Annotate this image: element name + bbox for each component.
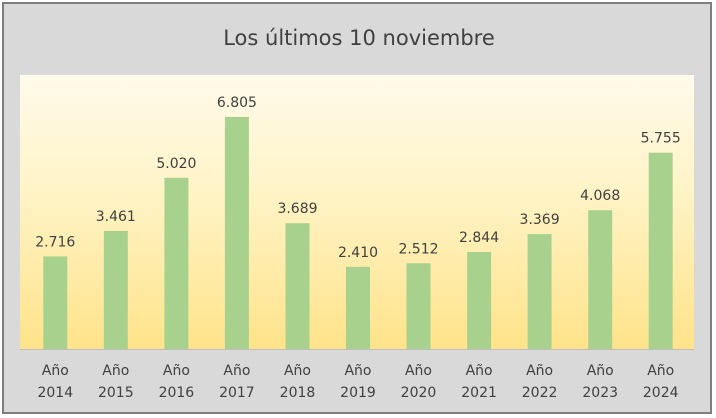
bar-2018 bbox=[285, 223, 310, 349]
value-label-2014: 2.716 bbox=[35, 234, 75, 250]
category-label-2023: Año 2023 bbox=[582, 363, 618, 401]
chart-frame: Los últimos 10 noviembre 2.716 3.461 5.020… bbox=[2, 2, 712, 414]
value-label-2022: 3.369 bbox=[520, 212, 560, 228]
category-label-2014: Año 2014 bbox=[37, 363, 73, 401]
bar-2017 bbox=[224, 116, 249, 350]
bar-2022 bbox=[527, 234, 552, 349]
bar-2020 bbox=[406, 263, 431, 349]
value-label-2016: 5.020 bbox=[156, 156, 196, 172]
bar-2014 bbox=[43, 256, 68, 349]
category-label-2018: Año 2018 bbox=[280, 363, 316, 401]
bar-2021 bbox=[467, 252, 492, 349]
category-label-2015: Año 2015 bbox=[98, 363, 134, 401]
category-labels-group: Año 2014 Año 2015 Año 2016 Año 2017 Año 2018 Año 20… bbox=[37, 363, 678, 401]
bar-chart: 2.716 3.461 5.020 6.805 3.689 2.410 2.512 2.844… bbox=[20, 75, 694, 401]
value-label-2017: 6.805 bbox=[217, 95, 257, 111]
value-label-2018: 3.689 bbox=[277, 201, 317, 217]
value-label-2019: 2.410 bbox=[338, 245, 378, 261]
category-label-2024: Año 2024 bbox=[643, 363, 679, 401]
bar-2015 bbox=[103, 230, 128, 349]
value-label-2024: 5.755 bbox=[641, 131, 681, 147]
bar-2024 bbox=[648, 152, 673, 349]
value-label-2020: 2.512 bbox=[398, 241, 438, 257]
chart-title: Los últimos 10 noviembre bbox=[223, 26, 495, 50]
value-labels-group: 2.716 3.461 5.020 6.805 3.689 2.410 2.512 2.844… bbox=[35, 95, 680, 261]
category-label-2017: Año 2017 bbox=[219, 363, 255, 401]
bars-group bbox=[43, 116, 673, 350]
category-label-2022: Año 2022 bbox=[522, 363, 558, 401]
category-label-2019: Año 2019 bbox=[340, 363, 376, 401]
value-label-2023: 4.068 bbox=[580, 188, 620, 204]
value-label-2021: 2.844 bbox=[459, 230, 499, 246]
category-label-2020: Año 2020 bbox=[401, 363, 437, 401]
value-label-2015: 3.461 bbox=[96, 209, 136, 225]
category-label-2016: Año 2016 bbox=[159, 363, 195, 401]
bar-2016 bbox=[164, 177, 189, 349]
category-label-2021: Año 2021 bbox=[461, 363, 497, 401]
bar-2023 bbox=[588, 210, 613, 349]
bar-2019 bbox=[346, 266, 370, 349]
